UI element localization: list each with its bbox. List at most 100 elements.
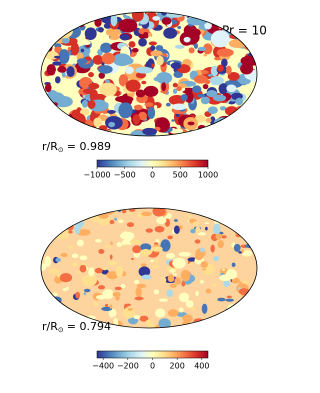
field-blob: [48, 235, 55, 239]
field-blob: [161, 82, 167, 92]
field-blob: [205, 117, 212, 123]
field-blob: [41, 118, 47, 126]
field-blob: [167, 235, 173, 240]
field-blob: [66, 286, 69, 291]
field-blob: [242, 108, 256, 119]
field-blob: [104, 303, 109, 308]
field-blob: [194, 239, 201, 244]
colorbar-tick-label: 0: [150, 362, 155, 371]
field-blob: [187, 215, 193, 218]
field-blob: [247, 13, 253, 20]
field-blob: [250, 97, 255, 104]
field-blob: [133, 279, 140, 285]
field-blob: [41, 115, 51, 133]
field-blob: [227, 12, 237, 14]
field-blob: [115, 95, 134, 103]
field-blob: [101, 306, 113, 312]
field-blob: [104, 95, 120, 104]
radius-value: = 0.989: [67, 140, 111, 153]
field-blob: [118, 74, 129, 87]
field-blob: [240, 62, 254, 75]
field-blob: [210, 65, 219, 77]
field-blob: [217, 297, 226, 302]
field-blob: [135, 66, 153, 74]
field-blob: [212, 317, 216, 321]
field-blob: [47, 233, 54, 240]
field-blob: [98, 208, 110, 213]
field-blob: [155, 308, 166, 318]
field-blob: [223, 319, 230, 326]
field-blob: [215, 233, 223, 240]
field-blob: [72, 210, 79, 217]
field-blob: [138, 111, 147, 121]
field-blob: [86, 209, 94, 216]
field-blob: [107, 109, 116, 114]
field-blob: [135, 89, 146, 98]
field-blob: [63, 13, 69, 19]
field-blob: [189, 262, 193, 266]
field-blob: [60, 252, 68, 258]
field-blob: [55, 17, 67, 24]
field-blob: [231, 262, 236, 267]
field-blob: [231, 277, 240, 284]
field-blob: [207, 319, 211, 322]
field-blob: [239, 318, 246, 328]
radius-text: r/R: [42, 140, 58, 153]
field-blob: [249, 229, 257, 239]
field-blob: [171, 273, 178, 276]
field-blob: [79, 15, 92, 23]
field-blob: [151, 264, 160, 269]
field-blob: [204, 222, 210, 225]
field-blob: [65, 214, 70, 219]
field-blob: [187, 121, 195, 126]
field-blob: [178, 292, 190, 303]
field-blob: [100, 42, 112, 54]
field-blob: [200, 261, 208, 269]
field-blob: [141, 248, 150, 255]
field-blob: [238, 208, 244, 216]
field-blob: [121, 240, 126, 246]
field-blob: [101, 269, 109, 275]
field-blob: [135, 286, 142, 298]
field-blob: [197, 46, 207, 52]
field-blob: [45, 310, 54, 315]
field-blob: [183, 36, 191, 43]
colorbar-tick-label: −500: [114, 171, 136, 180]
field-blob: [145, 228, 153, 233]
field-blob: [92, 54, 104, 65]
field-blob: [158, 318, 171, 328]
field-blob: [108, 121, 116, 128]
field-blob: [142, 127, 158, 136]
field-blob: [125, 79, 141, 92]
field-blob: [113, 317, 119, 328]
field-blob: [173, 225, 180, 234]
radius-symbol: ⊙: [58, 146, 64, 154]
field-blob: [192, 221, 199, 226]
colorbar-tick-label: 1000: [198, 171, 218, 180]
field-blob: [99, 14, 107, 17]
field-blob: [105, 28, 121, 37]
field-blob: [67, 46, 72, 51]
field-blob: [139, 315, 149, 322]
field-blob: [98, 27, 104, 33]
field-blob: [193, 42, 199, 49]
field-blob: [154, 259, 159, 264]
field-blob: [41, 15, 53, 25]
field-blob: [161, 17, 172, 25]
field-blob: [252, 237, 257, 241]
field-blob: [60, 210, 65, 214]
field-blob: [207, 73, 214, 77]
field-blob: [178, 251, 191, 257]
field-blob: [205, 288, 212, 294]
colorbar-tick-label: 500: [173, 171, 188, 180]
field-blob: [94, 18, 102, 27]
field-blob: [242, 280, 249, 284]
field-blob: [131, 12, 144, 22]
field-blob: [121, 209, 127, 214]
field-blob: [75, 19, 79, 23]
field-blob: [222, 268, 226, 271]
field-blob: [133, 315, 141, 320]
field-blob: [193, 75, 208, 84]
field-blob: [94, 267, 103, 274]
field-blob: [242, 208, 248, 211]
